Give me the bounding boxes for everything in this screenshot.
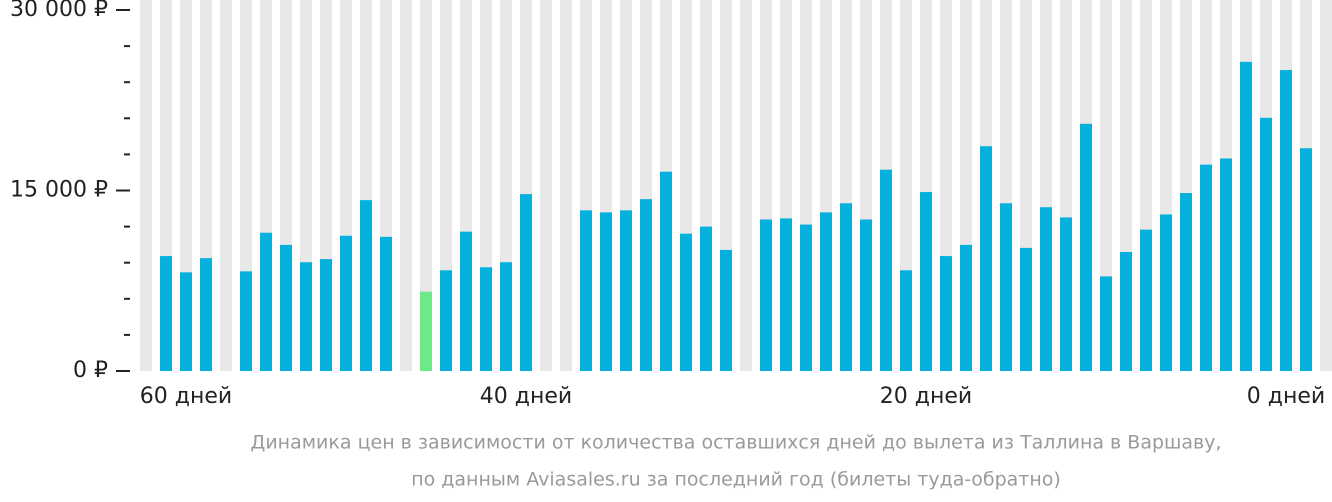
bar: [160, 256, 172, 371]
bar: [1040, 207, 1052, 371]
bar: [820, 212, 832, 371]
bar: [440, 270, 452, 371]
bar: [460, 231, 472, 371]
bar: [1120, 251, 1132, 371]
x-tick-label: 20 дней: [880, 384, 972, 409]
bar: [640, 199, 652, 371]
bar: [940, 256, 952, 371]
bar: [1240, 61, 1252, 371]
bar: [780, 218, 792, 371]
stripe: [420, 0, 432, 371]
x-tick-label: 0 дней: [1247, 384, 1325, 409]
bar: [260, 232, 272, 371]
bar: [620, 210, 632, 371]
bar: [240, 271, 252, 371]
bar: [340, 235, 352, 371]
bar: [1140, 229, 1152, 371]
x-tick-label: 60 дней: [140, 384, 232, 409]
stripe: [740, 0, 752, 371]
stripe: [1320, 0, 1332, 371]
bar: [1200, 164, 1212, 371]
y-tick-label: 30 000 ₽: [10, 0, 108, 22]
y-tick-label: 0 ₽: [73, 358, 108, 383]
bar: [1280, 70, 1292, 372]
bar: [960, 244, 972, 371]
bar: [920, 192, 932, 371]
bar: [360, 200, 372, 371]
bar: [280, 244, 292, 371]
bar: [680, 233, 692, 371]
bar: [660, 171, 672, 371]
bar: [320, 259, 332, 371]
caption: по данным Aviasales.ru за последний год …: [411, 469, 1061, 491]
stripe: [400, 0, 412, 371]
y-tick-label: 15 000 ₽: [10, 178, 108, 203]
bar: [980, 146, 992, 371]
bar: [180, 272, 192, 371]
bar: [600, 212, 612, 371]
bar: [580, 210, 592, 371]
bar: [1060, 217, 1072, 371]
bar: [860, 219, 872, 371]
bar: [1180, 193, 1192, 371]
bar: [800, 224, 812, 371]
bar: [300, 262, 312, 371]
stripe: [560, 0, 572, 371]
bar: [520, 194, 532, 371]
caption: Динамика цен в зависимости от количества…: [250, 432, 1221, 454]
stripe: [540, 0, 552, 371]
bar: [760, 219, 772, 371]
bar: [480, 267, 492, 371]
bar: [1260, 117, 1272, 371]
bar: [1160, 214, 1172, 371]
bar: [380, 236, 392, 371]
stripe: [140, 0, 152, 371]
bar: [1000, 203, 1012, 371]
bar: [1020, 247, 1032, 371]
bar: [1080, 123, 1092, 372]
bar: [420, 291, 432, 371]
bar: [1100, 276, 1112, 371]
bar: [200, 258, 212, 371]
bar: [840, 203, 852, 371]
x-tick-label: 40 дней: [480, 384, 572, 409]
bar: [1300, 148, 1312, 371]
bar: [700, 226, 712, 371]
bar: [900, 270, 912, 371]
bar: [500, 262, 512, 371]
bar: [720, 249, 732, 371]
stripe: [220, 0, 232, 371]
bar: [1220, 158, 1232, 371]
bar: [880, 169, 892, 371]
